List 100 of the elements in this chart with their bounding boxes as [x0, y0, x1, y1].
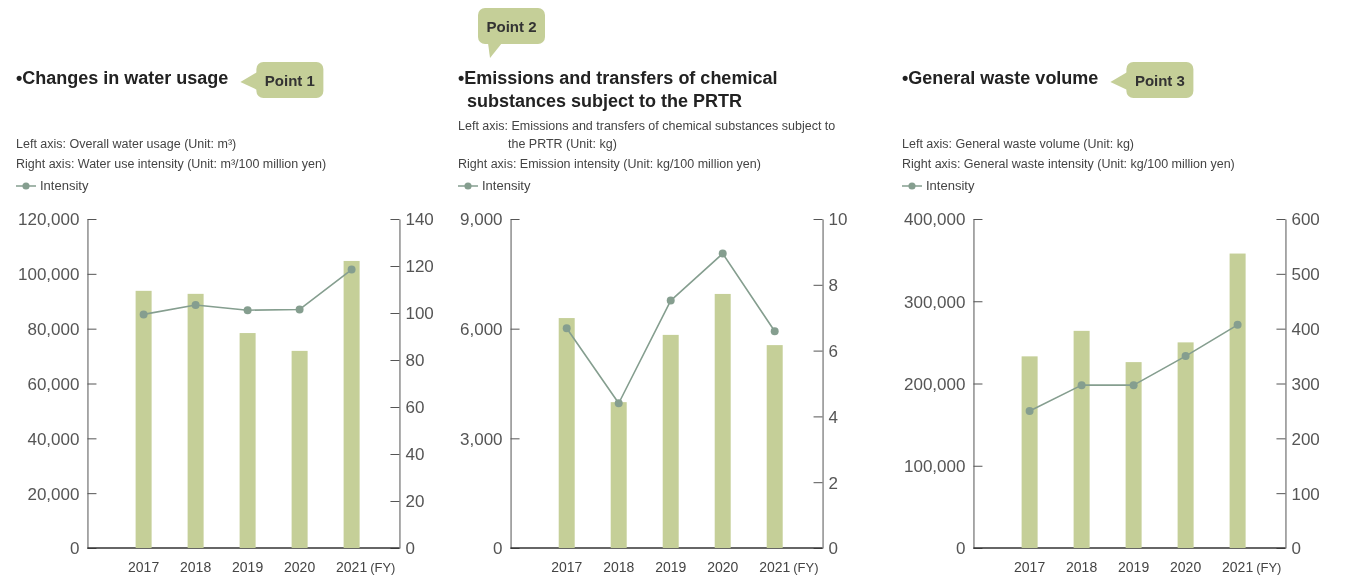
y2-tick-label: 100	[1291, 484, 1320, 504]
chart-title: •Emissions and transfers of chemical substances subject to the PRTR	[458, 68, 778, 111]
text: Left axis: General waste volume (Unit: kg)	[902, 137, 1135, 151]
point	[139, 310, 148, 319]
y-tick-label: 0	[493, 539, 503, 559]
text: Point 2	[486, 18, 537, 35]
y2-tick-label: 120	[405, 257, 434, 277]
x-tick-label: 2021	[759, 559, 791, 575]
bar	[135, 290, 152, 548]
bar	[187, 293, 204, 548]
x-axis-title: (FY)	[1256, 560, 1282, 575]
y-tick-label: 300,000	[904, 292, 966, 312]
bar	[291, 350, 308, 548]
y-tick-label: 20,000	[27, 484, 80, 504]
y2-tick-label: 60	[405, 398, 425, 418]
y-tick-label: 6,000	[460, 320, 503, 340]
point	[562, 324, 571, 333]
y-tick-label: 0	[69, 539, 80, 559]
point	[1129, 381, 1138, 390]
x-tick-label: 2021	[1222, 559, 1254, 575]
text: Left axis: Emissions and transfers of chemical substances subject to the PRTR (Unit: kg)	[458, 119, 836, 151]
chart-title: •Changes in water usage	[16, 68, 229, 88]
y-tick-label: 3,000	[460, 429, 503, 449]
text: Right axis: Water use intensity (Unit: m³/100 million yen)	[16, 157, 327, 171]
point	[1077, 381, 1086, 390]
y2-tick-label: 0	[828, 539, 839, 559]
y2-tick-label: 300	[1291, 374, 1320, 394]
point	[1233, 320, 1242, 329]
x-tick-label: 2019	[655, 559, 687, 575]
bar	[766, 345, 783, 548]
y2-tick-label: 2	[828, 473, 839, 493]
y2-tick-label: 8	[828, 276, 839, 296]
y-tick-label: 60,000	[27, 374, 80, 394]
y2-tick-label: 100	[405, 304, 434, 324]
y2-tick-label: 600	[1291, 210, 1320, 230]
x-axis-title: (FY)	[793, 560, 819, 575]
x-tick-label: 2017	[128, 559, 160, 575]
y2-tick-label: 4	[828, 407, 839, 427]
text: Point 3	[1134, 72, 1185, 89]
legend-label: Intensity	[40, 178, 89, 193]
x-tick-label: 2020	[284, 559, 316, 575]
y-tick-label: 120,000	[18, 210, 80, 230]
y2-tick-label: 400	[1291, 320, 1320, 340]
point	[666, 296, 675, 305]
point	[347, 265, 356, 274]
bar	[1177, 342, 1194, 548]
text: Point 1	[264, 72, 315, 89]
bar	[558, 318, 575, 548]
y2-tick-label: 10	[828, 210, 848, 230]
x-tick-label: 2018	[180, 559, 212, 575]
y-tick-label: 100,000	[904, 457, 966, 477]
bar	[343, 260, 360, 548]
text: Right axis: General waste intensity (Unit: kg/100 million yen)	[902, 157, 1235, 171]
point	[295, 305, 304, 314]
y2-tick-label: 0	[1291, 539, 1301, 559]
x-tick-label: 2019	[232, 559, 264, 575]
bar	[239, 333, 256, 548]
chart-title: •General waste volume	[902, 68, 1099, 88]
bar	[1021, 356, 1038, 548]
x-tick-label: 2020	[707, 559, 739, 575]
y2-tick-label: 40	[405, 445, 425, 465]
text: Left axis: Overall water usage (Unit: m³)	[16, 137, 237, 151]
x-tick-label: 2020	[1170, 559, 1202, 575]
point	[191, 301, 200, 309]
y2-tick-label: 200	[1291, 429, 1320, 449]
y-tick-label: 0	[955, 539, 966, 559]
y-tick-label: 100,000	[18, 265, 80, 285]
x-tick-label: 2017	[1014, 559, 1046, 575]
bar	[1073, 330, 1090, 548]
point	[243, 306, 252, 315]
bar	[1229, 253, 1246, 548]
y2-tick-label: 140	[405, 210, 434, 230]
y-tick-label: 9,000	[460, 210, 503, 230]
x-tick-label: 2017	[551, 559, 583, 575]
point	[1025, 406, 1034, 415]
x-tick-label: 2021	[336, 559, 368, 575]
x-tick-label: 2018	[603, 559, 635, 575]
y-tick-label: 40,000	[27, 429, 80, 449]
y2-tick-label: 0	[405, 539, 415, 559]
point	[1181, 352, 1190, 361]
y2-tick-label: 20	[405, 492, 425, 512]
bar	[662, 334, 679, 548]
bar	[1125, 362, 1142, 548]
y2-tick-label: 500	[1291, 265, 1320, 285]
y-tick-label: 80,000	[27, 320, 80, 340]
y2-tick-label: 80	[405, 351, 425, 371]
bar	[714, 293, 731, 548]
text: Right axis: Emission intensity (Unit: kg/100 million yen)	[458, 157, 761, 171]
y-tick-label: 400,000	[904, 210, 966, 230]
legend-label: Intensity	[926, 178, 975, 193]
y-tick-label: 200,000	[904, 374, 966, 394]
bar	[610, 402, 627, 548]
point	[614, 399, 623, 408]
x-tick-label: 2019	[1118, 559, 1150, 575]
y2-tick-label: 6	[828, 342, 839, 362]
x-axis-title: (FY)	[370, 560, 396, 575]
point	[718, 249, 727, 258]
x-tick-label: 2018	[1066, 559, 1098, 575]
legend-label: Intensity	[482, 178, 531, 193]
point	[770, 327, 779, 336]
